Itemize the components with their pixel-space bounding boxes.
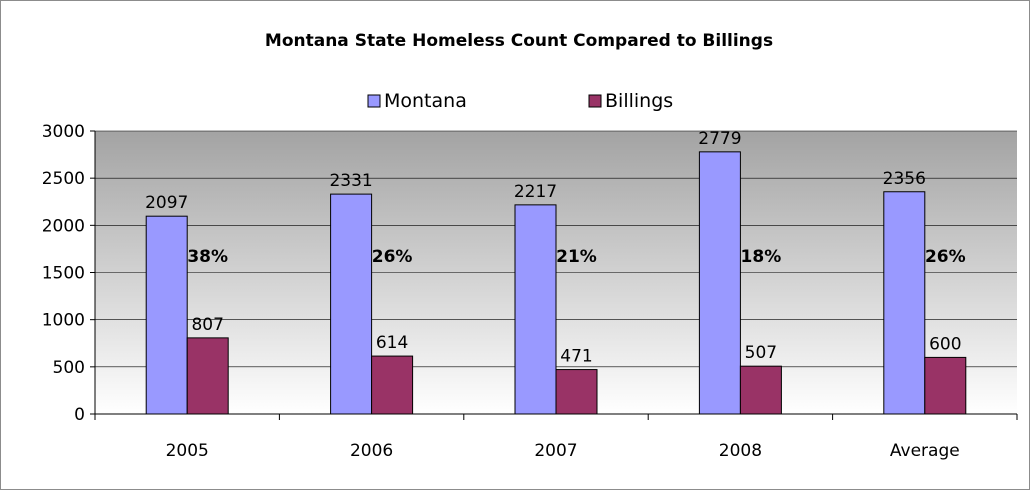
x-tick-label: Average bbox=[890, 441, 960, 461]
percent-label: 38% bbox=[187, 247, 228, 267]
data-label-montana: 2217 bbox=[514, 182, 557, 202]
bars: 2097 807 38% 2331 614 26% 2217 471 21% 2779 507 18%… bbox=[145, 129, 967, 415]
data-label-billings: 807 bbox=[191, 315, 223, 335]
bar-montana bbox=[514, 204, 557, 415]
x-tick-label: 2006 bbox=[350, 441, 393, 461]
legend-label-billings: Billings bbox=[605, 90, 673, 112]
x-tick-label: 2005 bbox=[166, 441, 209, 461]
bar-billings bbox=[186, 337, 229, 415]
y-axis-ticks: 0 500 1000 1500 2000 2500 3000 bbox=[42, 122, 95, 425]
data-label-billings: 507 bbox=[745, 343, 777, 363]
data-label-montana: 2356 bbox=[883, 169, 926, 189]
bar-montana bbox=[698, 151, 741, 415]
percent-label: 26% bbox=[925, 247, 966, 267]
legend-label-montana: Montana bbox=[384, 90, 467, 112]
bar-billings bbox=[924, 356, 967, 415]
bar-billings bbox=[371, 355, 414, 415]
y-tick-label: 1000 bbox=[42, 311, 85, 331]
x-tick-label: 2008 bbox=[719, 441, 762, 461]
y-tick-label: 1500 bbox=[42, 264, 85, 284]
bar-billings bbox=[739, 365, 782, 415]
data-label-montana: 2779 bbox=[698, 129, 741, 149]
data-label-billings: 600 bbox=[929, 334, 961, 354]
percent-label: 21% bbox=[556, 247, 597, 267]
y-tick-label: 3000 bbox=[42, 122, 85, 142]
data-label-billings: 471 bbox=[560, 347, 592, 367]
legend-swatch-billings bbox=[588, 94, 602, 108]
data-label-montana: 2331 bbox=[329, 171, 372, 191]
y-tick-label: 500 bbox=[53, 358, 85, 378]
y-tick-label: 2000 bbox=[42, 216, 85, 236]
bar-montana bbox=[145, 215, 188, 415]
x-tick-label: 2007 bbox=[534, 441, 577, 461]
data-label-billings: 614 bbox=[376, 333, 408, 353]
percent-label: 18% bbox=[741, 247, 782, 267]
percent-label: 26% bbox=[372, 247, 413, 267]
x-axis-ticks: 2005 2006 2007 2008 Average bbox=[94, 414, 1018, 461]
chart-title: Montana State Homeless Count Compared to… bbox=[265, 31, 773, 51]
legend: Montana Billings bbox=[367, 90, 673, 112]
y-tick-label: 2500 bbox=[42, 169, 85, 189]
bar-billings bbox=[555, 369, 598, 415]
data-label-montana: 2097 bbox=[145, 193, 188, 213]
bar-montana bbox=[330, 193, 373, 415]
bar-montana bbox=[883, 191, 926, 415]
y-tick-label: 0 bbox=[74, 405, 85, 425]
legend-swatch-montana bbox=[367, 94, 381, 108]
